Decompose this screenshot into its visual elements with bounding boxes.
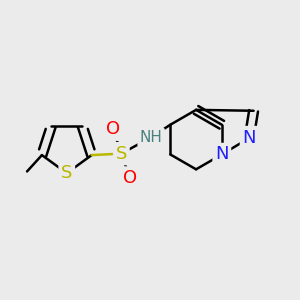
Text: NH: NH: [140, 130, 163, 145]
Text: S: S: [61, 164, 73, 182]
Text: O: O: [106, 120, 120, 138]
Text: S: S: [116, 145, 127, 163]
Text: N: N: [215, 146, 229, 164]
Text: N: N: [242, 128, 256, 146]
Text: O: O: [123, 169, 137, 187]
